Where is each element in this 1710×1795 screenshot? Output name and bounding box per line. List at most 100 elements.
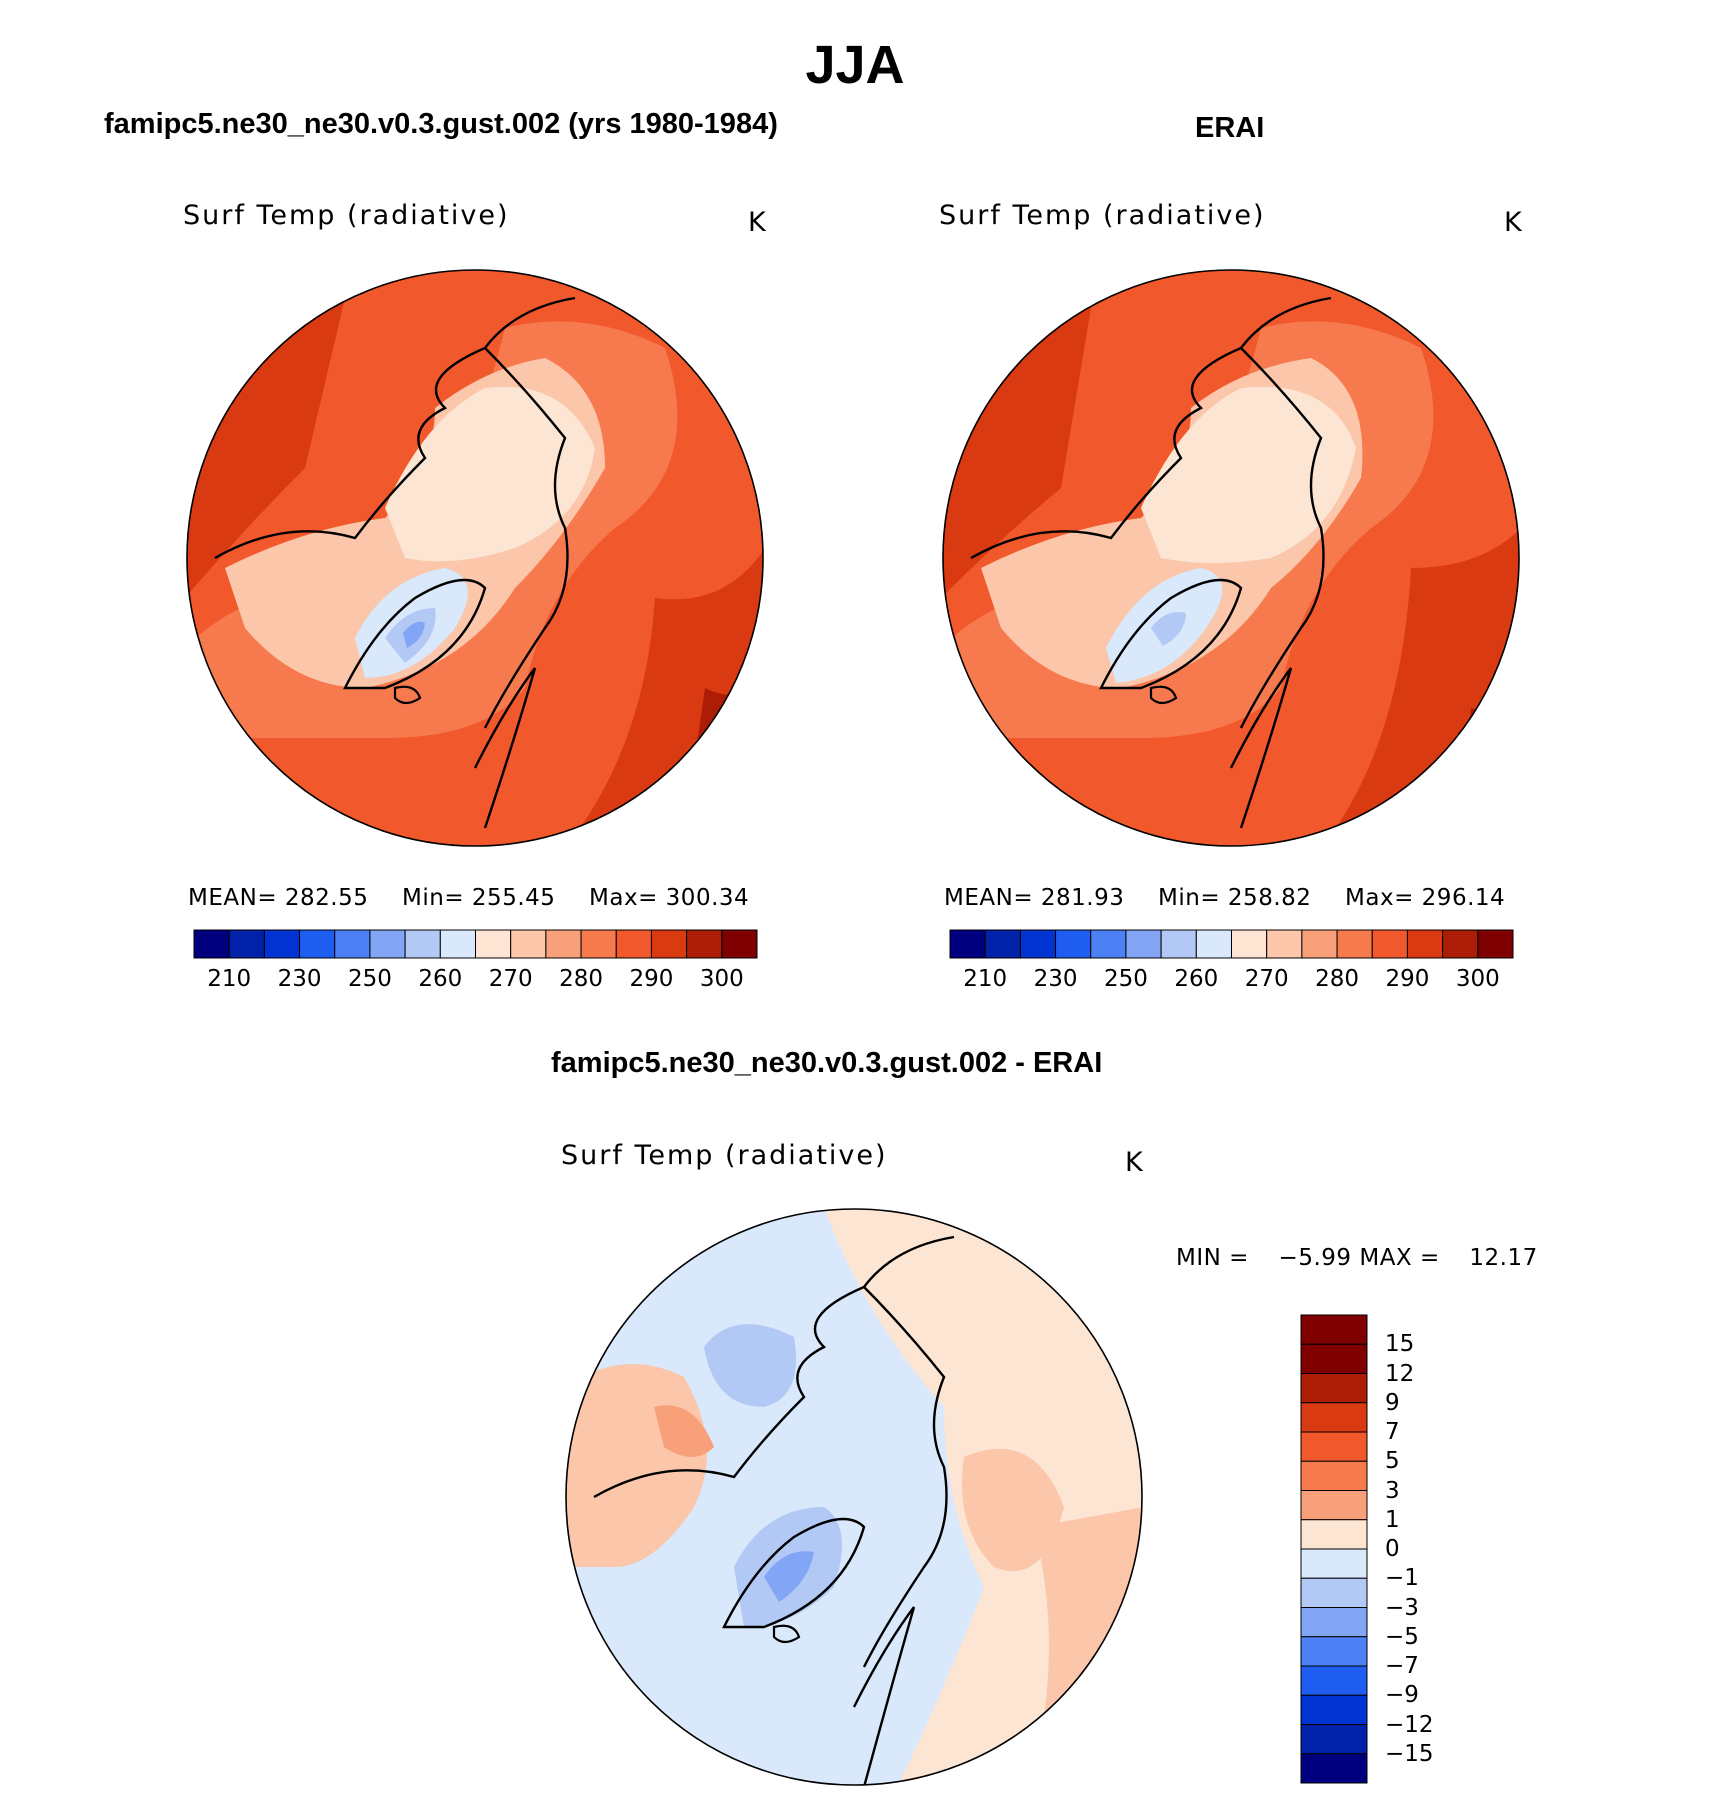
diff-polar-map [565, 1208, 1143, 1786]
model-coastline-2 [483, 347, 569, 729]
colorbar-swatch [299, 929, 336, 959]
diff-coastline-greenland [722, 1517, 866, 1629]
colorbar-swatch [545, 929, 582, 959]
diff-canada-cold [704, 1324, 796, 1407]
model-max-value: 300.34 [665, 885, 750, 911]
model-coastline-scandinavia [473, 667, 537, 829]
colorbar-swatch [1371, 929, 1408, 959]
diff-east-warm-2 [1034, 1507, 1142, 1767]
colorbar-tick-label: 9 [1385, 1389, 1400, 1416]
diff-panel-title: famipc5.ne30_ne30.v0.3.gust.002 - ERAI [551, 1047, 1103, 1079]
colorbar-swatch [475, 929, 512, 959]
model-mean-value: 282.55 [284, 885, 369, 911]
diff-coastline-iceland [772, 1624, 801, 1644]
colorbar-swatch [1266, 929, 1303, 959]
diff-colorbar [1300, 1314, 1368, 1784]
colorbar-swatch [510, 929, 547, 959]
colorbar-swatch [1195, 929, 1232, 959]
obs-coastline-2 [1239, 347, 1325, 729]
diff-colorbar-ticks: 15 12 9 7 5 3 1 0 −1 −3 −5 −7 −9 −12 −15 [1385, 1315, 1465, 1783]
model-units-label: K [748, 207, 768, 238]
colorbar-swatch [1160, 929, 1197, 959]
diff-coastline-scandinavia [852, 1606, 916, 1785]
colorbar-swatch [263, 929, 301, 959]
diff-greenland-core [764, 1551, 814, 1602]
model-warm-region-1 [187, 298, 345, 598]
diff-min-value: −5.99 [1278, 1245, 1352, 1271]
diff-west-hot [654, 1405, 714, 1457]
colorbar-swatch [1231, 929, 1268, 959]
colorbar-tick-label: 290 [629, 966, 674, 992]
obs-min-label: Min= [1158, 885, 1221, 911]
model-mean-label: MEAN= [188, 885, 278, 911]
colorbar-swatch [228, 929, 265, 959]
colorbar-tick-label: 7 [1385, 1419, 1400, 1445]
obs-mean-value: 281.93 [1040, 885, 1125, 911]
obs-map-border [942, 269, 1520, 847]
model-max-label: Max= [589, 885, 658, 911]
obs-coastline-iceland [1149, 685, 1178, 705]
colorbar-swatch [1300, 1402, 1368, 1433]
colorbar-swatch [1125, 929, 1162, 959]
colorbar-swatch [1301, 929, 1338, 959]
diff-variable-label: Surf Temp (radiative) [561, 1140, 888, 1171]
obs-min-value: 258.82 [1227, 885, 1312, 911]
colorbar-swatch [404, 929, 441, 959]
colorbar-tick-label: 210 [963, 966, 1008, 992]
model-map-border [186, 269, 764, 847]
diff-stats: MIN = −5.99 MAX = 12.17 [1176, 1245, 1538, 1271]
colorbar-tick-label: 12 [1385, 1360, 1415, 1387]
diff-coastline-1 [593, 1235, 955, 1499]
colorbar-tick-label: −5 [1385, 1623, 1419, 1650]
diff-max-label: MAX = [1359, 1245, 1440, 1271]
colorbar-tick-label: 3 [1385, 1477, 1400, 1504]
colorbar-tick-label: 270 [1244, 966, 1289, 992]
colorbar-tick-label: 280 [559, 966, 604, 992]
obs-max-value: 296.14 [1421, 885, 1506, 911]
colorbar-swatch [1055, 929, 1092, 959]
obs-contour-260 [1141, 386, 1356, 563]
colorbar-tick-label: −15 [1385, 1740, 1434, 1767]
diff-coastline-2 [862, 1286, 948, 1668]
colorbar-swatch [1406, 929, 1444, 959]
colorbar-tick-label: 250 [347, 966, 392, 992]
diff-max-value: 12.17 [1469, 1245, 1538, 1271]
obs-warm-region-1 [943, 308, 1091, 598]
colorbar-tick-label: 230 [277, 966, 322, 992]
colorbar-swatch [1300, 1519, 1368, 1550]
colorbar-swatch [984, 929, 1021, 959]
colorbar-swatch [615, 929, 652, 959]
colorbar-tick-label: 290 [1385, 966, 1430, 992]
colorbar-swatch [193, 929, 230, 959]
colorbar-tick-label: 230 [1033, 966, 1078, 992]
model-coastline-iceland [393, 685, 422, 705]
colorbar-tick-label: 300 [1455, 966, 1500, 992]
obs-colorbar-ticks: 210 230 250 260 270 280 290 300 [950, 966, 1513, 996]
model-colorbar-ticks: 210 230 250 260 270 280 290 300 [194, 966, 757, 996]
colorbar-tick-label: 15 [1385, 1331, 1415, 1358]
model-coastline-greenland [343, 578, 487, 690]
colorbar-swatch [1090, 929, 1127, 959]
obs-greenland-core [1151, 612, 1186, 646]
colorbar-swatch [1300, 1577, 1368, 1608]
colorbar-swatch [650, 929, 688, 959]
colorbar-tick-label: 0 [1385, 1536, 1400, 1562]
colorbar-swatch [334, 929, 371, 959]
colorbar-swatch [439, 929, 476, 959]
model-stats: MEAN= 282.55 Min= 255.45 Max= 300.34 [188, 885, 749, 911]
colorbar-swatch [686, 929, 723, 959]
colorbar-swatch [1300, 1490, 1368, 1521]
model-variable-label: Surf Temp (radiative) [183, 200, 510, 231]
colorbar-tick-label: 210 [207, 966, 252, 992]
diff-min-label: MIN = [1176, 1245, 1249, 1271]
diff-units-label: K [1125, 1147, 1145, 1178]
colorbar-swatch [1300, 1694, 1368, 1725]
colorbar-tick-label: 5 [1385, 1448, 1400, 1475]
colorbar-swatch [1300, 1724, 1368, 1755]
colorbar-tick-label: 280 [1315, 966, 1360, 992]
colorbar-swatch [721, 929, 758, 959]
colorbar-swatch [369, 929, 406, 959]
obs-coastline-greenland [1099, 578, 1243, 690]
figure-title: JJA [805, 35, 905, 95]
model-panel-title: famipc5.ne30_ne30.v0.3.gust.002 (yrs 198… [104, 108, 778, 140]
